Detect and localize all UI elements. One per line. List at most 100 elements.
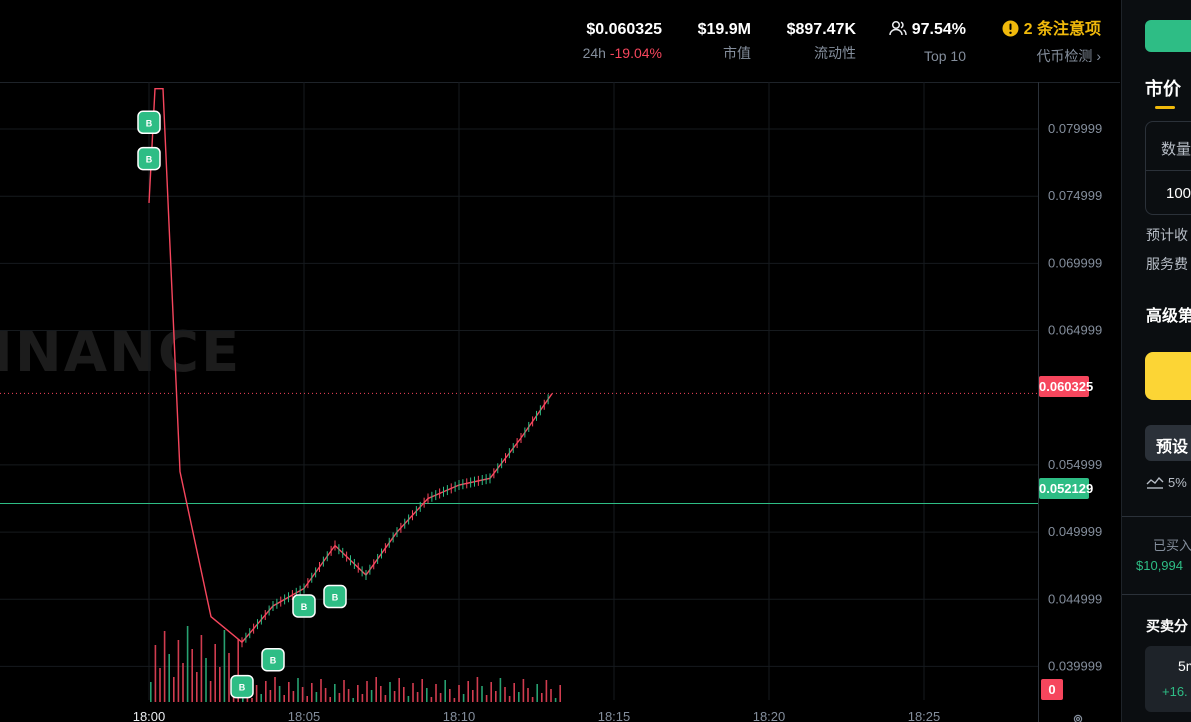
buy-marker-label: B (146, 118, 153, 128)
volume-bar (384, 695, 387, 702)
chart-settings-gear-icon[interactable] (1068, 712, 1088, 722)
volume-bar (518, 692, 520, 702)
volume-bar (453, 698, 456, 702)
buy-marker[interactable]: B (323, 584, 347, 609)
volume-zero-tag: 0 (1041, 679, 1063, 700)
volume-bar (485, 695, 488, 702)
volume-bar (265, 681, 267, 702)
volume-bar (430, 697, 433, 702)
token-check-link[interactable]: 代币检测 › (1036, 48, 1101, 64)
x-tick-label: 18:25 (908, 709, 941, 722)
tab-market-order[interactable]: 市价 (1145, 79, 1181, 99)
liquidity-value: $897.47K (786, 21, 856, 38)
slippage-value[interactable]: 5% (1168, 475, 1187, 490)
current-price-tag: 0.060325 (1039, 376, 1093, 397)
volume-bar (301, 687, 304, 702)
advanced-strategy-label[interactable]: 高级第 (1146, 308, 1191, 325)
timeframe-card[interactable] (1145, 646, 1191, 712)
volume-bar (315, 692, 318, 702)
buy-marker[interactable]: B (137, 110, 161, 135)
volume-bar (361, 694, 364, 702)
volume-bar (458, 685, 460, 702)
active-tab-indicator (1155, 106, 1175, 109)
volume-bar (159, 668, 161, 702)
buy-marker-badge (137, 110, 161, 135)
preset-label: 预设 (1156, 439, 1189, 456)
y-tick-label: 0.074999 (1048, 188, 1102, 203)
volume-bar (536, 684, 538, 702)
volume-bar (504, 687, 506, 702)
volume-bar (389, 682, 391, 702)
volume-bar (283, 695, 285, 702)
users-icon (889, 20, 908, 43)
volume-bar (320, 679, 322, 702)
buy-marker-label: B (301, 602, 308, 612)
preset-button[interactable] (1145, 425, 1191, 461)
volume-bar (186, 626, 189, 702)
buy-tab-button[interactable] (1145, 20, 1191, 52)
y-tick-label: 0.039999 (1048, 658, 1102, 673)
token-check-row: 2 条注意项 (1002, 20, 1101, 43)
price-change-value: -19.04% (609, 45, 662, 61)
buy-marker-badge (137, 146, 161, 171)
top10-holders-row: 97.54% (889, 20, 966, 43)
bought-label: 已买入 (1153, 538, 1191, 553)
buy-marker[interactable]: B (292, 594, 316, 618)
x-tick-label: 18:15 (598, 709, 631, 722)
volume-bar (219, 667, 221, 702)
panel-divider-2 (1122, 594, 1191, 595)
token-check-stat[interactable]: 2 条注意项 代币检测 › (1002, 20, 1101, 65)
volume-bar (324, 688, 327, 702)
slippage-icon (1146, 476, 1164, 495)
volume-bar (426, 688, 428, 702)
volume-bar (375, 677, 377, 702)
buy-marker-badge (292, 594, 316, 618)
volume-bar (260, 694, 262, 702)
volume-bar (173, 677, 175, 702)
volume-bar (343, 680, 345, 702)
volume-bar (357, 685, 359, 702)
volume-bar (223, 630, 226, 702)
volume-bar (278, 686, 281, 702)
trade-panel: 市价 数量 100 预计收 服务费 高级第 预设 5% 已买入 $10,994 … (1121, 0, 1191, 722)
volume-bar (274, 677, 276, 702)
alerts-count: 2 条注意项 (1023, 21, 1101, 38)
volume-bar (168, 654, 170, 702)
quantity-input[interactable]: 100 (1166, 185, 1191, 202)
volume-bar (370, 690, 373, 702)
price-chart[interactable]: INANCE 0.079999 0.074999 0.069999 0.064999 0… (0, 82, 1120, 722)
buy-submit-button[interactable] (1145, 352, 1191, 400)
token-stats-bar: $0.060325 24h -19.04% $19.9M 市值 $897.47K… (0, 0, 1120, 82)
buy-marker[interactable]: B (261, 647, 285, 672)
buy-marker[interactable]: B (230, 674, 254, 699)
volume-bar (416, 692, 419, 702)
x-tick-label: 18:20 (753, 709, 786, 722)
volume-bar (163, 631, 166, 702)
volume-bar (182, 663, 184, 702)
chart-canvas[interactable]: 0.079999 0.074999 0.069999 0.064999 0.054999… (0, 82, 1120, 722)
volume-bar (531, 697, 534, 702)
volume-bar (435, 684, 437, 702)
volume-bar (407, 696, 410, 702)
quantity-box (1145, 121, 1191, 215)
estimated-receive-label: 预计收 (1146, 227, 1188, 243)
volume-bar (545, 680, 548, 702)
timeframe-label: 5m (1178, 658, 1191, 674)
volume-bar (559, 685, 561, 702)
top10-holders-stat[interactable]: 97.54% Top 10 (889, 20, 966, 65)
buy-marker[interactable]: B (137, 146, 161, 171)
volume-bar (439, 693, 442, 702)
volume-bar (541, 693, 543, 702)
volume-bar (380, 686, 382, 702)
volume-bar (306, 696, 308, 702)
volume-bar (412, 683, 414, 702)
x-tick-label: 18:00 (133, 709, 166, 722)
buy-marker-label: B (270, 656, 277, 666)
volume-bar (554, 698, 557, 702)
price-stat: $0.060325 24h -19.04% (583, 20, 662, 62)
y-tick-label: 0.054999 (1048, 457, 1102, 472)
volume-bar (421, 679, 423, 702)
volume-bar (550, 689, 552, 702)
timeframe-change: +16. (1162, 684, 1188, 699)
y-tick-label: 0.079999 (1048, 121, 1102, 136)
